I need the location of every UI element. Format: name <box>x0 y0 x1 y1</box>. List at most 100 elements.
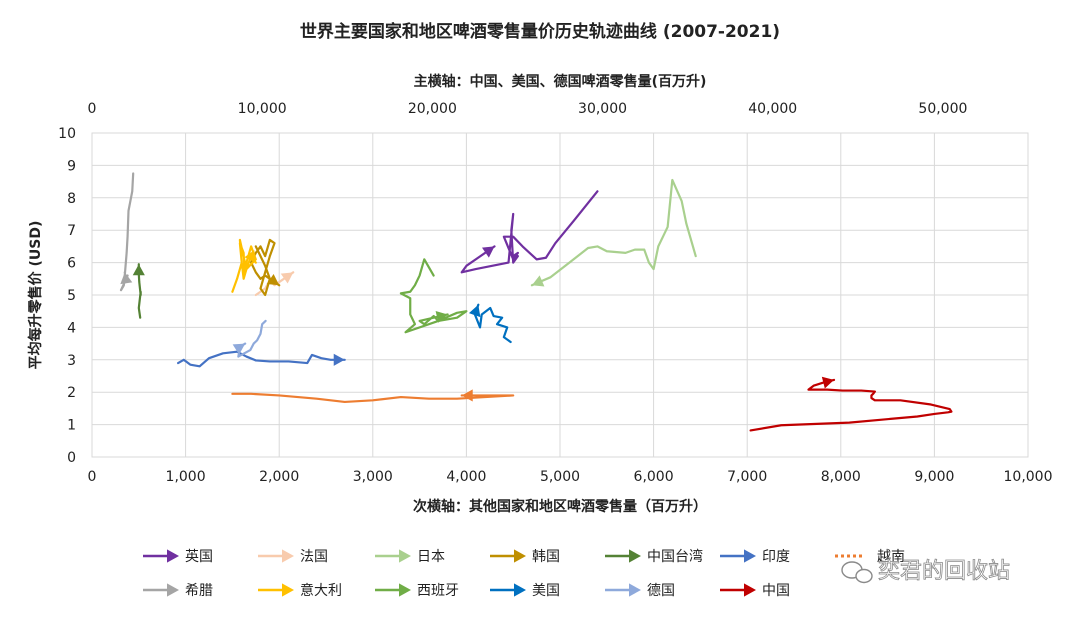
y-axis-title: 平均每升零售价 (USD) <box>27 221 44 370</box>
y-tick-label: 4 <box>67 320 76 336</box>
legend-arrow <box>167 549 179 563</box>
y-tick-label: 5 <box>67 288 76 304</box>
legend-label: 日本 <box>417 549 445 565</box>
legend-arrow <box>282 549 294 563</box>
series-英国 <box>460 190 599 274</box>
series-中国-line <box>749 378 953 432</box>
series-西班牙 <box>399 258 468 334</box>
legend-arrow <box>744 583 756 597</box>
series-西班牙-line <box>399 258 468 334</box>
y-tick-label: 2 <box>67 385 76 401</box>
series-希腊 <box>119 172 135 292</box>
x2-tick-label: 40,000 <box>748 101 797 117</box>
legend-arrow <box>744 549 756 563</box>
series-日本-line <box>530 178 697 287</box>
legend-item: 美国 <box>490 583 560 599</box>
legend-label: 西班牙 <box>417 583 459 599</box>
series-法国 <box>254 271 295 297</box>
x-tick-label: 9,000 <box>914 469 954 485</box>
y-tick-label: 8 <box>67 191 76 207</box>
y-tick-label: 3 <box>67 353 76 369</box>
x-tick-label: 5,000 <box>540 469 580 485</box>
series-意大利-arrow <box>244 250 256 263</box>
legend-label: 希腊 <box>185 583 213 599</box>
series-英国-line <box>460 190 599 274</box>
series-越南 <box>231 389 515 404</box>
legend-item: 日本 <box>375 549 445 565</box>
legend-arrow <box>167 583 179 597</box>
series-意大利 <box>231 238 257 293</box>
series-美国 <box>468 303 512 344</box>
y-tick-label: 6 <box>67 256 76 272</box>
legend-item: 越南 <box>835 549 905 565</box>
legend-item: 希腊 <box>143 583 213 599</box>
series-韩国-arrow <box>266 274 280 286</box>
legend-label: 美国 <box>532 583 560 599</box>
legend-arrow <box>629 583 641 597</box>
legend-label: 英国 <box>185 548 213 565</box>
legend-item: 中国台湾 <box>605 548 703 565</box>
x-tick-label: 6,000 <box>634 469 674 485</box>
x2-tick-label: 10,000 <box>238 101 287 117</box>
series-美国-line <box>473 303 512 344</box>
chart-title: 世界主要国家和地区啤酒零售量价历史轨迹曲线 (2007-2021) <box>300 21 780 42</box>
x-tick-label: 10,000 <box>1004 469 1053 485</box>
legend-item: 韩国 <box>490 549 560 565</box>
x2-tick-label: 30,000 <box>578 101 627 117</box>
x-tick-label: 2,000 <box>259 469 299 485</box>
legend-label: 越南 <box>877 549 905 565</box>
x2-tick-label: 0 <box>88 101 97 117</box>
x-tick-label: 7,000 <box>727 469 767 485</box>
series-英国-arrow <box>481 246 495 258</box>
series-西班牙-arrow <box>435 311 448 323</box>
series-日本 <box>530 178 697 287</box>
x2-tick-label: 50,000 <box>918 101 967 117</box>
watermark-text: 奕君的回收站 <box>878 559 1010 584</box>
y-tick-label: 9 <box>67 158 76 174</box>
wechat-icon <box>841 561 873 584</box>
legend-label: 韩国 <box>532 549 560 565</box>
series-中国台湾 <box>132 263 145 319</box>
y-tick-label: 0 <box>67 450 76 466</box>
legend-item: 西班牙 <box>375 583 459 599</box>
y-tick-label: 7 <box>67 223 76 239</box>
watermark: 奕君的回收站 <box>841 559 1010 584</box>
legend-label: 中国台湾 <box>647 548 703 565</box>
legend-label: 德国 <box>647 583 675 599</box>
series-越南-line <box>231 392 515 404</box>
secondary-x-axis-title: 次横轴：其他国家和地区啤酒零售量（百万升） <box>413 498 707 515</box>
legend-item: 印度 <box>720 549 790 565</box>
legend-item: 德国 <box>605 583 675 599</box>
x-tick-label: 3,000 <box>353 469 393 485</box>
legend-item: 英国 <box>143 548 213 565</box>
y-tick-label: 1 <box>67 418 76 434</box>
legend-label: 意大利 <box>300 582 342 599</box>
series-美国-arrow <box>468 304 481 318</box>
x-tick-label: 8,000 <box>821 469 861 485</box>
legend-arrow <box>399 583 411 597</box>
legend-item: 意大利 <box>258 582 342 599</box>
legend-label: 法国 <box>300 549 328 565</box>
series-希腊-arrow <box>120 272 133 285</box>
primary-x-axis-title: 主横轴：中国、美国、德国啤酒零售量(百万升) <box>414 73 707 90</box>
x-tick-label: 0 <box>88 469 97 485</box>
series-中国 <box>749 376 953 432</box>
series-中国-arrow <box>821 376 834 389</box>
series-德国-arrow <box>232 343 246 355</box>
legend-arrow <box>282 583 294 597</box>
series-日本-arrow <box>531 275 545 287</box>
legend-arrow <box>514 583 526 597</box>
x-tick-label: 1,000 <box>166 469 206 485</box>
series-中国台湾-arrow <box>132 264 145 276</box>
x-tick-label: 4,000 <box>446 469 486 485</box>
legend-label: 印度 <box>762 549 790 565</box>
series-印度-line <box>177 350 346 368</box>
plot-area: 0 1,000 2,000 3,000 4,000 5,000 6,000 7,000 8,00… <box>58 101 1052 485</box>
series-德国 <box>232 319 267 358</box>
legend-label: 中国 <box>762 583 790 599</box>
legend-arrow <box>629 549 641 563</box>
x2-tick-label: 20,000 <box>408 101 457 117</box>
series-印度 <box>177 350 346 368</box>
legend-item: 法国 <box>258 549 328 565</box>
